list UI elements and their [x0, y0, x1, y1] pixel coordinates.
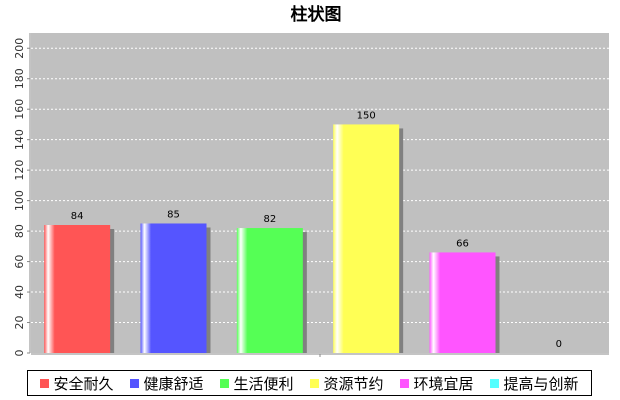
y-tick-label: 160	[13, 99, 26, 120]
legend-label: 安全耐久	[53, 374, 114, 393]
data-label: 85	[167, 209, 180, 220]
plot-area	[31, 33, 609, 353]
data-label: 66	[456, 238, 469, 249]
y-tick-label: 200	[13, 38, 26, 59]
y-tick-label: 140	[13, 129, 26, 150]
legend-label: 资源节约	[323, 374, 384, 393]
legend-label: 提高与创新	[503, 374, 579, 393]
bar-健康舒适	[140, 223, 207, 353]
legend-item: 资源节约	[310, 373, 384, 394]
bars	[44, 124, 500, 353]
data-label: 82	[263, 214, 276, 225]
legend-swatch	[310, 378, 320, 388]
legend-label: 生活便利	[233, 374, 294, 393]
bar-环境宜居	[429, 252, 496, 353]
y-tick-label: 120	[13, 160, 26, 181]
chart-title: 柱状图	[291, 4, 342, 25]
data-label: 0	[556, 339, 562, 350]
y-tick-label: 180	[13, 68, 26, 89]
legend-item: 生活便利	[220, 373, 294, 394]
legend-swatch	[400, 378, 410, 388]
bar-资源节约	[333, 124, 400, 353]
legend-swatch	[40, 378, 50, 388]
y-axis: 0 20 40 60 80 100 120 140 160 180 200	[13, 33, 609, 357]
legend-label: 健康舒适	[143, 374, 204, 393]
y-tick-label: 0	[13, 350, 26, 357]
bar-安全耐久	[44, 225, 111, 353]
data-label: 84	[71, 211, 84, 222]
legend: 安全耐久 健康舒适 生活便利 资源节约 环境宜居 提高与创新	[27, 370, 592, 396]
y-tick-label: 60	[13, 255, 26, 269]
legend-label: 环境宜居	[413, 374, 474, 393]
bar-生活便利	[236, 228, 303, 353]
y-tick-label: 80	[13, 224, 26, 238]
legend-item: 安全耐久	[40, 373, 114, 394]
legend-item: 健康舒适	[130, 373, 204, 394]
legend-item: 提高与创新	[490, 373, 579, 394]
legend-swatch	[130, 378, 140, 388]
y-tick-label: 40	[13, 285, 26, 299]
y-tick-label: 100	[13, 190, 26, 211]
legend-swatch	[220, 378, 230, 388]
gridlines	[31, 47, 609, 324]
y-tick-label: 20	[13, 316, 26, 330]
data-labels: 84 85 82 150 66 0	[71, 110, 562, 350]
data-label: 150	[357, 110, 376, 121]
legend-swatch	[490, 378, 500, 388]
legend-item: 环境宜居	[400, 373, 474, 394]
